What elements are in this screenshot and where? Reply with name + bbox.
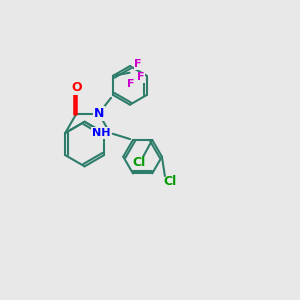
Text: F: F <box>137 72 145 82</box>
Text: Cl: Cl <box>164 176 177 188</box>
Text: Cl: Cl <box>132 156 146 169</box>
Text: F: F <box>134 59 142 69</box>
Text: O: O <box>71 81 82 94</box>
Text: N: N <box>94 107 104 120</box>
Text: NH: NH <box>92 128 110 138</box>
Text: F: F <box>127 79 135 89</box>
